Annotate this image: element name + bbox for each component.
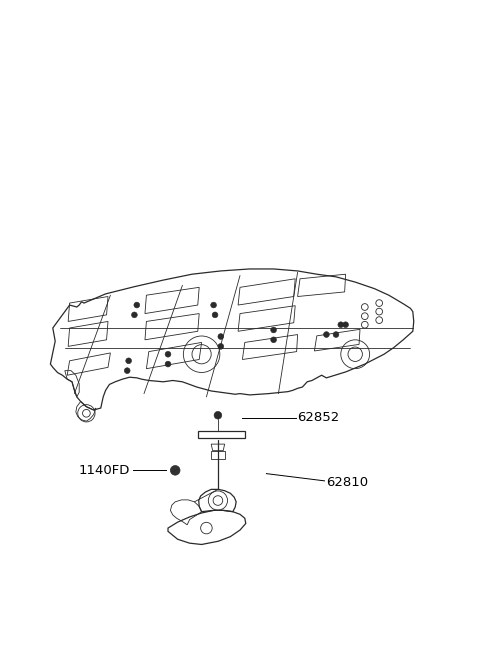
Circle shape	[333, 332, 339, 337]
Circle shape	[218, 344, 224, 349]
Text: 62852: 62852	[298, 411, 340, 424]
Circle shape	[132, 312, 137, 318]
Circle shape	[324, 332, 329, 337]
Circle shape	[271, 337, 276, 342]
Text: 1140FD: 1140FD	[78, 464, 130, 477]
Circle shape	[343, 322, 348, 327]
Text: 62810: 62810	[326, 476, 369, 489]
Circle shape	[211, 302, 216, 308]
Circle shape	[170, 466, 180, 475]
Circle shape	[124, 368, 130, 373]
Circle shape	[165, 352, 171, 357]
Circle shape	[212, 312, 218, 318]
Circle shape	[214, 411, 222, 419]
Circle shape	[165, 361, 171, 367]
Circle shape	[338, 322, 344, 327]
Circle shape	[126, 358, 132, 363]
Circle shape	[134, 302, 140, 308]
Circle shape	[271, 327, 276, 333]
Circle shape	[218, 334, 224, 339]
